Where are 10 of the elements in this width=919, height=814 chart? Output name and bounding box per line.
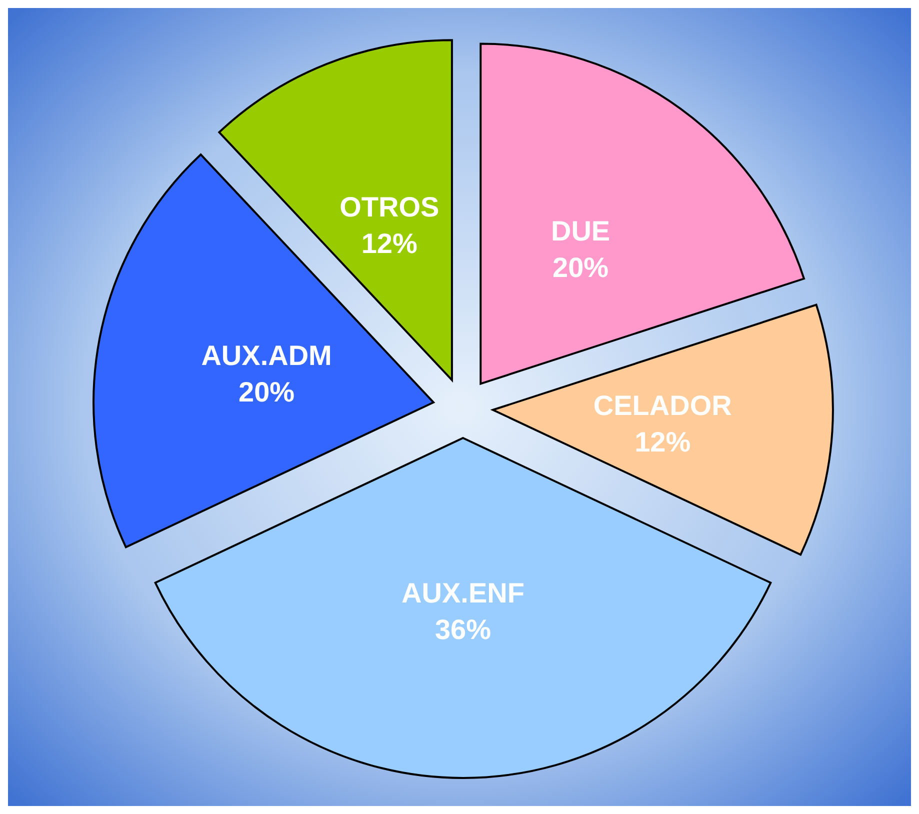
slice-label: CELADOR [593,390,732,421]
slice-label: AUX.ENF [402,577,524,608]
data-label: 12% [361,228,418,259]
data-label: 20% [552,252,609,283]
data-label: 12% [634,426,691,458]
slice-label: AUX.ADM [201,340,332,371]
slice-label: OTROS [340,191,440,222]
data-label: 20% [238,376,295,408]
data-label: 36% [434,614,492,645]
slice-label: DUE [550,216,610,247]
